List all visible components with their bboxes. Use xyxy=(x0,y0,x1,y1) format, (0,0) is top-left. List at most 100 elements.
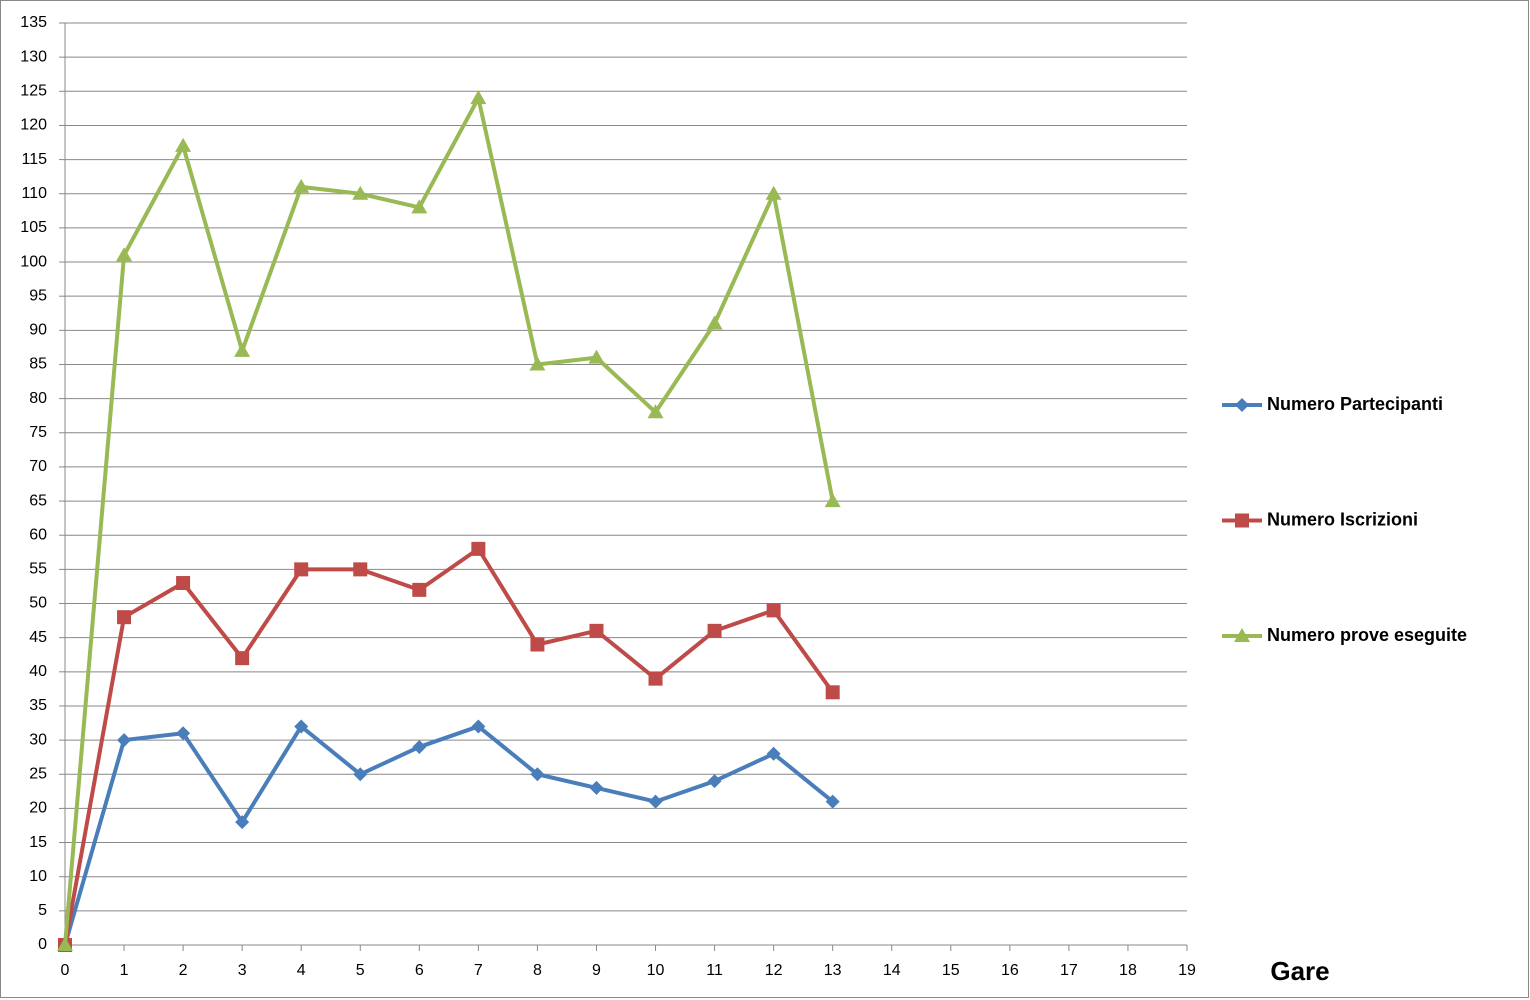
x-tick-label: 5 xyxy=(356,962,365,979)
y-tick-label: 25 xyxy=(29,765,47,782)
y-tick-label: 20 xyxy=(29,800,47,817)
x-axis-label: Gare xyxy=(1270,956,1329,986)
marker xyxy=(647,404,664,419)
y-tick-label: 40 xyxy=(29,663,47,680)
x-tick-label: 0 xyxy=(61,962,70,979)
x-tick-label: 16 xyxy=(1001,962,1019,979)
series-line xyxy=(63,546,835,946)
marker xyxy=(411,199,428,214)
x-tick-label: 10 xyxy=(647,962,665,979)
y-tick-label: 80 xyxy=(29,390,47,407)
legend-marker xyxy=(1235,513,1249,528)
y-tick-label: 110 xyxy=(21,185,47,202)
y-tick-label: 135 xyxy=(20,14,47,31)
marker xyxy=(352,185,369,200)
marker xyxy=(175,137,192,152)
x-tick-label: 2 xyxy=(179,962,188,979)
legend-marker xyxy=(1234,628,1250,642)
marker xyxy=(765,185,782,200)
marker xyxy=(589,780,604,795)
marker xyxy=(412,582,427,597)
y-tick-label: 75 xyxy=(29,424,47,441)
y-tick-label: 50 xyxy=(29,595,47,612)
marker xyxy=(707,774,722,789)
y-tick-label: 95 xyxy=(29,287,47,304)
marker xyxy=(766,603,781,618)
x-tick-label: 1 xyxy=(120,962,129,979)
x-tick-label: 3 xyxy=(238,962,247,979)
y-tick-label: 30 xyxy=(29,731,47,748)
marker xyxy=(588,349,605,364)
marker xyxy=(176,576,191,591)
marker xyxy=(235,651,250,666)
marker xyxy=(293,178,310,193)
legend-label: Numero prove eseguite xyxy=(1267,625,1467,645)
marker xyxy=(766,746,781,761)
marker xyxy=(648,671,663,686)
x-tick-label: 9 xyxy=(592,962,601,979)
marker xyxy=(471,719,486,734)
y-tick-label: 55 xyxy=(29,561,47,578)
marker xyxy=(471,541,486,556)
marker xyxy=(530,767,545,782)
marker xyxy=(412,739,427,754)
y-tick-label: 125 xyxy=(20,83,47,100)
x-tick-label: 13 xyxy=(824,962,842,979)
y-tick-label: 60 xyxy=(29,526,47,543)
y-tick-label: 65 xyxy=(29,492,47,509)
series-line xyxy=(63,96,835,946)
y-tick-label: 70 xyxy=(29,458,47,475)
marker xyxy=(235,815,250,830)
marker xyxy=(176,726,191,741)
x-tick-label: 11 xyxy=(706,962,723,979)
marker xyxy=(353,767,368,782)
x-tick-label: 8 xyxy=(533,962,542,979)
x-tick-label: 15 xyxy=(942,962,960,979)
marker xyxy=(294,719,309,734)
y-tick-label: 130 xyxy=(20,48,47,65)
x-tick-label: 4 xyxy=(297,962,306,979)
marker xyxy=(648,794,663,809)
marker xyxy=(234,342,251,357)
marker xyxy=(116,247,133,262)
y-tick-label: 0 xyxy=(38,936,47,953)
marker xyxy=(117,733,132,748)
marker xyxy=(294,562,309,577)
marker xyxy=(117,610,132,625)
marker xyxy=(470,90,487,105)
x-tick-label: 14 xyxy=(883,962,901,979)
x-tick-label: 6 xyxy=(415,962,424,979)
x-tick-label: 12 xyxy=(765,962,783,979)
legend-label: Numero Partecipanti xyxy=(1267,394,1443,414)
y-tick-label: 115 xyxy=(21,151,47,168)
y-tick-label: 85 xyxy=(29,356,47,373)
y-tick-label: 120 xyxy=(20,117,47,134)
marker xyxy=(825,685,840,700)
marker xyxy=(824,493,841,508)
marker xyxy=(353,562,368,577)
y-tick-label: 15 xyxy=(29,834,47,851)
y-tick-label: 45 xyxy=(29,629,47,646)
y-tick-label: 105 xyxy=(20,219,47,236)
x-tick-label: 7 xyxy=(474,962,483,979)
marker xyxy=(589,623,604,638)
marker xyxy=(57,937,73,951)
marker xyxy=(706,315,723,330)
x-tick-label: 17 xyxy=(1060,962,1078,979)
y-tick-label: 100 xyxy=(20,253,47,270)
marker xyxy=(530,637,545,652)
x-tick-label: 19 xyxy=(1178,962,1196,979)
series-line xyxy=(63,724,834,946)
legend-label: Numero Iscrizioni xyxy=(1267,509,1418,529)
y-tick-label: 35 xyxy=(29,697,47,714)
marker xyxy=(707,623,722,638)
legend-marker xyxy=(1235,398,1249,412)
marker xyxy=(529,356,546,371)
marker xyxy=(825,794,840,809)
y-tick-label: 10 xyxy=(29,868,47,885)
y-tick-label: 90 xyxy=(29,322,47,339)
y-tick-label: 5 xyxy=(38,902,47,919)
